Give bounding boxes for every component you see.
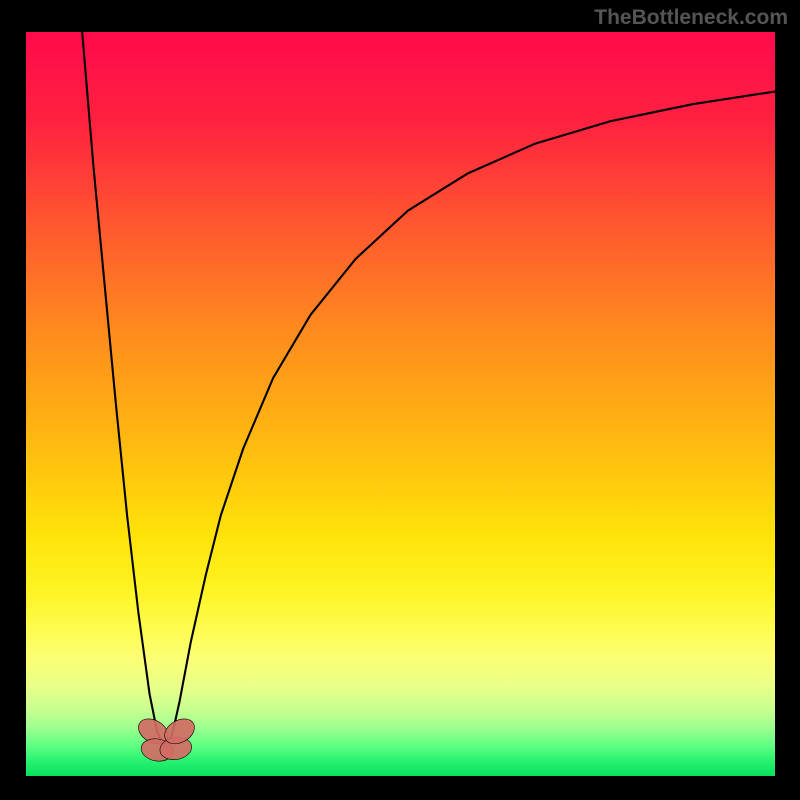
chart-container: TheBottleneck.com [0,0,800,800]
chart-svg [26,32,775,776]
watermark-text: TheBottleneck.com [594,6,788,30]
plot-area [26,32,775,776]
plot-background [26,32,775,776]
